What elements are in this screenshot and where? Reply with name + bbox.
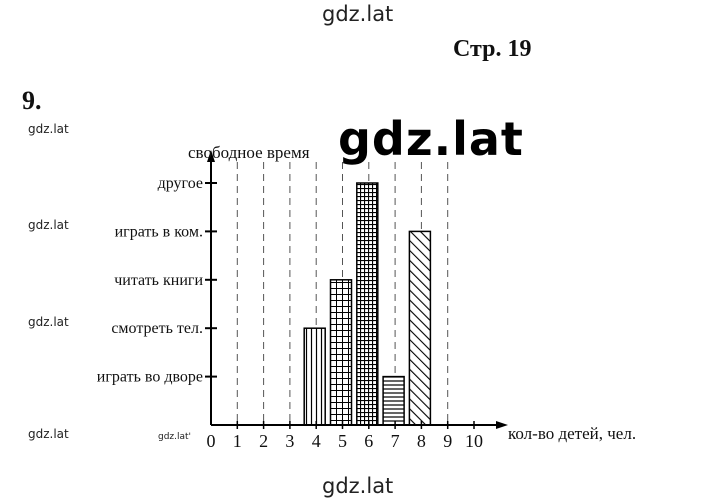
y-tick-label-5: другое bbox=[158, 175, 203, 192]
x-tick-label-2: 2 bbox=[259, 431, 268, 451]
bar-2 bbox=[329, 279, 353, 426]
watermark-left-2: gdz.lat bbox=[28, 218, 69, 232]
y-tick-label-4: играть в ком. bbox=[115, 223, 203, 240]
x-axis-arrow bbox=[496, 421, 508, 429]
bar-4 bbox=[382, 375, 405, 426]
watermark-big: gdz.lat bbox=[338, 112, 524, 166]
x-ticks: 0 1 2 3 4 5 6 7 8 9 10 bbox=[207, 421, 483, 451]
x-tick-label-8: 8 bbox=[417, 431, 426, 451]
x-tick-label-1: 1 bbox=[233, 431, 242, 451]
x-tick-label-4: 4 bbox=[312, 431, 321, 451]
y-ticks: играть во дворе смотреть тел. читать книги… bbox=[97, 175, 217, 386]
bar-3 bbox=[356, 182, 379, 426]
x-tick-label-0: 0 bbox=[207, 431, 216, 451]
watermark-left-4: gdz.lat bbox=[28, 427, 69, 441]
y-tick-label-3: читать книги bbox=[114, 272, 203, 289]
x-tick-label-7: 7 bbox=[391, 431, 400, 451]
watermark-left-1: gdz.lat bbox=[28, 122, 69, 136]
x-tick-label-9: 9 bbox=[443, 431, 452, 451]
watermark-top: gdz.lat bbox=[322, 2, 394, 26]
x-tick-label-3: 3 bbox=[285, 431, 294, 451]
bar-5 bbox=[408, 230, 432, 426]
y-tick-label-1: играть во дворе bbox=[97, 369, 203, 386]
watermark-axis: gdz.lat' bbox=[158, 432, 192, 442]
task-number: 9. bbox=[22, 86, 42, 115]
y-axis-label: свободное время bbox=[188, 143, 310, 162]
y-axis-arrow bbox=[207, 150, 215, 162]
x-tick-label-5: 5 bbox=[338, 431, 347, 451]
x-tick-label-6: 6 bbox=[364, 431, 373, 451]
page-label: Стр. 19 bbox=[453, 36, 532, 62]
bar-1 bbox=[303, 327, 326, 426]
x-axis-label: кол-во детей, чел. bbox=[508, 424, 636, 443]
x-tick-label-10: 10 bbox=[465, 431, 483, 451]
bars bbox=[303, 182, 432, 426]
watermark-left-3: gdz.lat bbox=[28, 315, 69, 329]
watermark-bottom: gdz.lat bbox=[322, 474, 394, 498]
y-tick-label-2: смотреть тел. bbox=[111, 320, 203, 337]
